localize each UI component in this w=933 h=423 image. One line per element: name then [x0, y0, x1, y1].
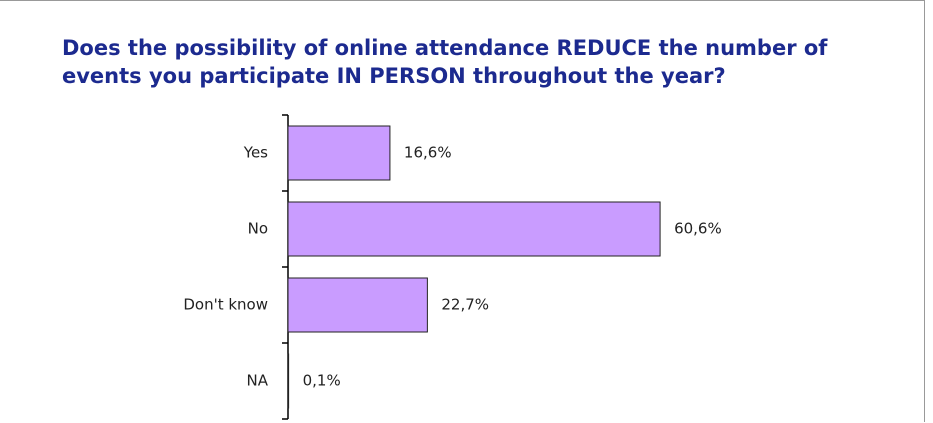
category-label: Don't know — [183, 296, 268, 314]
bar — [287, 353, 290, 409]
value-label: 0,1% — [303, 372, 341, 390]
value-label: 22,7% — [441, 296, 489, 314]
chart-title: Does the possibility of online attendanc… — [62, 36, 828, 88]
bar — [287, 277, 428, 333]
value-label: 16,6% — [404, 144, 452, 162]
bar — [287, 201, 661, 257]
category-label: No — [248, 220, 268, 238]
category-label: Yes — [243, 144, 268, 162]
value-label: 60,6% — [674, 220, 722, 238]
bar — [287, 125, 391, 181]
category-label: NA — [247, 372, 269, 390]
